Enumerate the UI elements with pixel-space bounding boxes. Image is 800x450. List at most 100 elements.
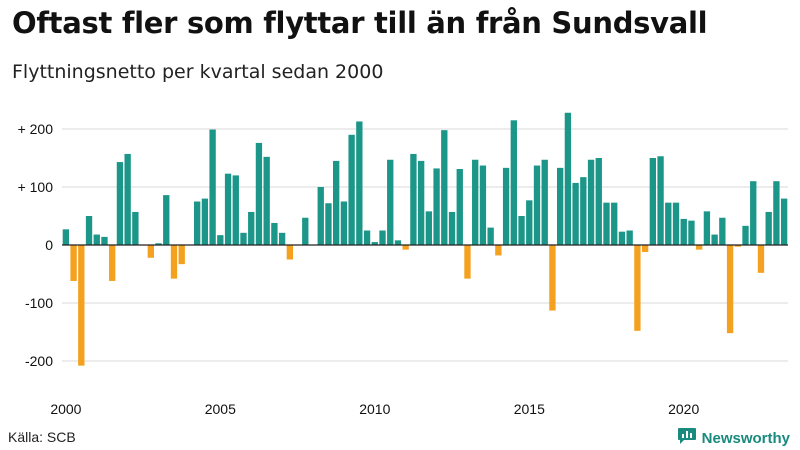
bar xyxy=(317,187,324,245)
y-tick-label: 0 xyxy=(45,237,53,253)
bar xyxy=(757,245,765,273)
bar xyxy=(85,216,93,245)
bar xyxy=(170,245,178,279)
bar xyxy=(680,218,687,245)
bar xyxy=(448,211,456,245)
bar xyxy=(657,156,664,245)
bar xyxy=(348,134,355,245)
bar xyxy=(587,159,595,245)
bar xyxy=(193,201,201,245)
brand[interactable]: Newsworthy xyxy=(677,427,790,450)
bar xyxy=(742,225,749,245)
bar xyxy=(495,245,502,256)
bar xyxy=(132,211,139,245)
bar xyxy=(750,181,757,245)
bar xyxy=(224,173,232,245)
bar xyxy=(209,129,216,245)
bar xyxy=(580,177,587,245)
bar xyxy=(93,234,100,245)
bar xyxy=(325,203,332,245)
bar xyxy=(510,120,517,245)
bar xyxy=(595,158,602,245)
grid-lines xyxy=(62,128,788,362)
bar xyxy=(340,201,348,245)
x-tick-label: 2020 xyxy=(668,401,699,417)
bar xyxy=(665,202,672,245)
bar xyxy=(688,220,695,245)
bar xyxy=(726,245,734,334)
bar xyxy=(78,245,85,366)
bar xyxy=(502,167,510,245)
bar xyxy=(286,245,293,260)
y-tick-label: -200 xyxy=(25,353,53,369)
x-tick-label: 2005 xyxy=(205,401,236,417)
bar xyxy=(572,182,579,245)
bar xyxy=(634,245,641,331)
bar xyxy=(526,200,533,245)
chart-subtitle: Flyttningsnetto per kvartal sedan 2000 xyxy=(12,61,384,83)
bar xyxy=(649,158,656,245)
bars xyxy=(62,112,788,366)
bar xyxy=(780,198,788,245)
bar xyxy=(271,222,278,245)
newsworthy-logo-icon xyxy=(677,427,697,450)
bar xyxy=(487,227,494,245)
bar xyxy=(564,112,572,245)
bar xyxy=(672,202,680,245)
bar xyxy=(441,130,448,245)
bar xyxy=(696,245,703,250)
bar xyxy=(518,216,525,245)
bar xyxy=(765,211,772,245)
bar xyxy=(402,245,409,250)
bar xyxy=(433,168,440,245)
bar xyxy=(155,243,162,245)
bar xyxy=(232,175,239,245)
bar xyxy=(379,230,386,245)
bar xyxy=(425,211,433,245)
bar xyxy=(773,181,780,245)
x-tick-label: 2000 xyxy=(50,401,81,417)
bar xyxy=(479,165,487,245)
chart-title: Oftast fler som flyttar till än från Sun… xyxy=(12,6,708,40)
bar xyxy=(556,167,564,245)
bar xyxy=(356,121,363,245)
bar xyxy=(641,245,649,252)
bar xyxy=(711,234,718,245)
bar xyxy=(248,211,255,245)
brand-label: Newsworthy xyxy=(701,430,790,447)
bar xyxy=(70,245,77,281)
x-tick-label: 2010 xyxy=(359,401,390,417)
bar xyxy=(417,160,425,245)
source-note: Källa: SCB xyxy=(8,429,76,445)
bar xyxy=(456,169,463,245)
bar xyxy=(278,232,286,245)
bar xyxy=(62,229,70,245)
y-tick-label: + 200 xyxy=(18,121,54,137)
bar xyxy=(387,159,394,245)
bar xyxy=(263,156,270,245)
bar xyxy=(394,240,402,245)
bar xyxy=(541,159,548,245)
bar xyxy=(201,198,209,245)
bar xyxy=(124,153,131,245)
bar xyxy=(626,230,633,245)
bar xyxy=(101,236,108,245)
bar xyxy=(240,232,247,245)
y-tick-label: + 100 xyxy=(18,179,54,195)
bar xyxy=(410,153,417,245)
x-axis-labels: 2000 2005 2010 2015 2020 xyxy=(50,401,699,417)
x-tick-label: 2015 xyxy=(514,401,545,417)
bar xyxy=(178,245,185,265)
bar xyxy=(464,245,471,279)
y-axis-labels: + 200 + 100 0 -100 -200 xyxy=(18,121,54,369)
bar xyxy=(163,195,170,245)
bar xyxy=(363,230,371,245)
bar xyxy=(703,211,711,245)
bar xyxy=(533,165,541,245)
bar xyxy=(719,217,726,245)
bar xyxy=(217,235,224,245)
bar xyxy=(116,162,124,245)
bar xyxy=(734,245,741,247)
y-tick-label: -100 xyxy=(25,295,53,311)
